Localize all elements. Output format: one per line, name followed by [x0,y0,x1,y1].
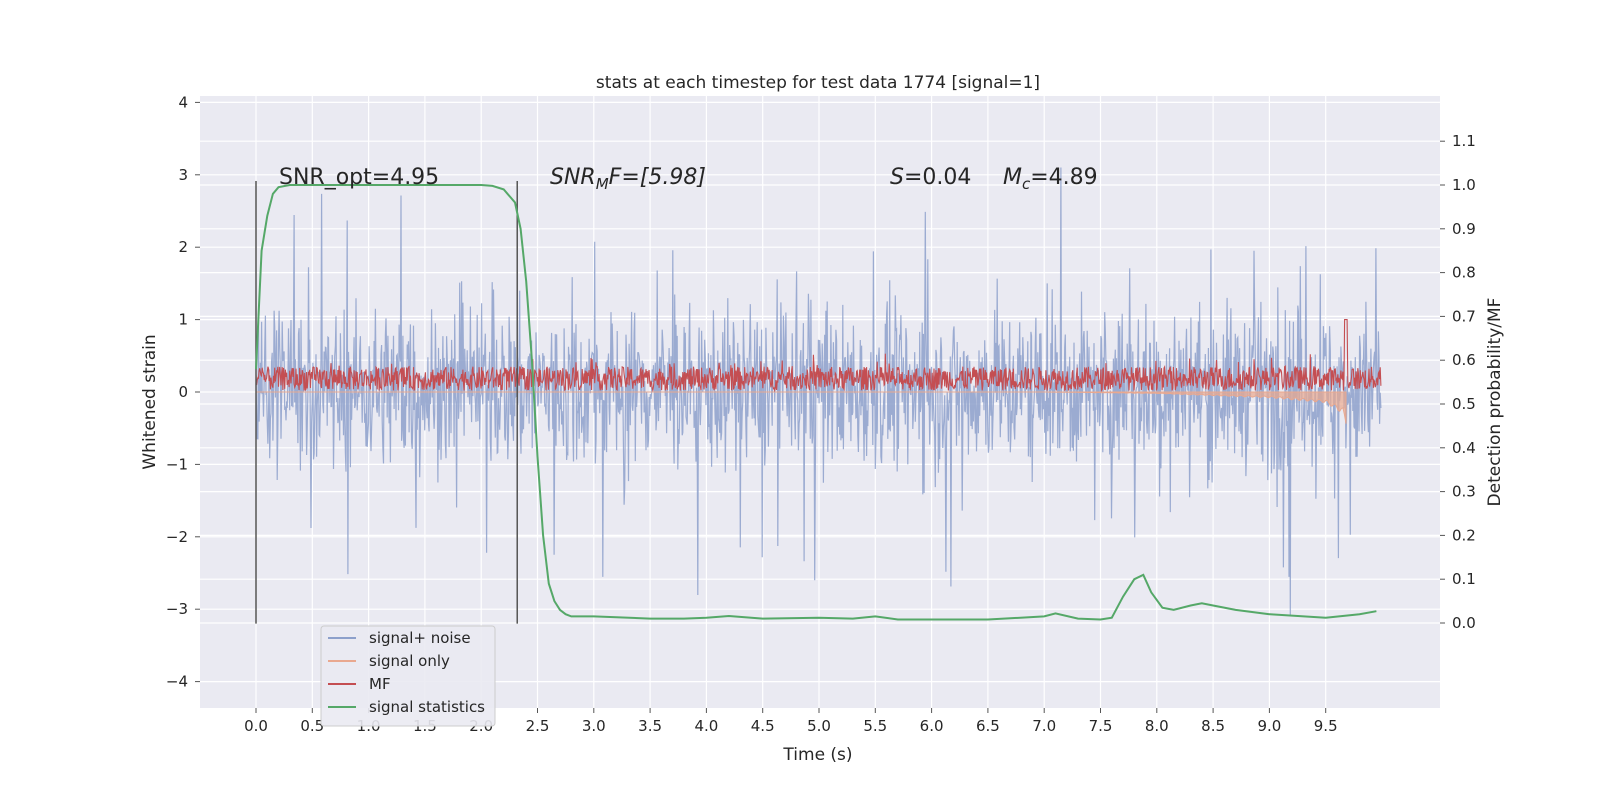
snr-mf-subscript: M [596,175,609,193]
snr-mf-suffix: F=[5.98] [609,165,706,190]
chart-title: stats at each timestep for test data 177… [596,73,1040,93]
mf-series [255,319,1382,393]
y2-tick-label: 0.0 [1452,614,1476,632]
segment-markers [255,181,518,624]
x-tick-label: 2.5 [526,717,550,735]
x-tick-label: 7.5 [1089,717,1113,735]
y2-tick-label: 0.2 [1452,526,1476,544]
y-tick-label: 0 [178,383,188,401]
signal-noise-series [255,167,1382,617]
y2-tick-label: 0.9 [1452,220,1476,238]
y-tick-label: −3 [166,600,188,618]
x-tick-label: 7.0 [1032,717,1056,735]
s-symbol: S [890,165,904,190]
signal-only-series [256,391,1347,424]
y2-axis-label: Detection probability/MF [1485,298,1505,507]
x-tick-label: 5.5 [863,717,887,735]
y-tick-label: 4 [178,93,188,111]
y-tick-label: −2 [166,528,188,546]
y-axis-label: Whitened strain [140,334,160,469]
s-value: =0.04 [904,165,971,190]
signal-statistics-series [255,184,1377,621]
x-tick-label: 0.5 [300,717,324,735]
x-tick-label: 6.5 [976,717,1000,735]
annotation-mc: Mc=4.89 [1003,165,1098,193]
x-axis-label: Time (s) [782,745,852,765]
y2-tick-label: 0.1 [1452,570,1476,588]
x-tick-label: 3.0 [582,717,606,735]
x-tick-label: 8.0 [1145,717,1169,735]
x-tick-label: 9.0 [1257,717,1281,735]
y2-tick-label: 0.8 [1452,264,1476,282]
x-tick-label: 0.0 [244,717,268,735]
x-tick-label: 6.0 [920,717,944,735]
x-tick-label: 4.5 [751,717,775,735]
x-tick-label: 4.0 [694,717,718,735]
mc-symbol: M [1003,165,1022,190]
y-tick-label: 1 [178,311,188,329]
snr-mf-prefix: SNR [550,165,596,190]
y-tick-label: −1 [166,455,188,473]
y2-tick-label: 1.0 [1452,176,1476,194]
legend-box [320,625,496,727]
x-tick-label: 5.0 [807,717,831,735]
y2-tick-label: 0.3 [1452,483,1476,501]
x-tick-label: 3.5 [638,717,662,735]
annotation-snr-mf: SNRMF=[5.98] [550,165,706,193]
y2-tick-label: 0.6 [1452,351,1476,369]
annotation-s: S=0.04 [890,165,971,190]
legend-label-signal-statistics: signal statistics [369,698,485,716]
y2-tick-label: 1.1 [1452,132,1476,150]
x-tick-label: 8.5 [1201,717,1225,735]
legend-label-signal-only: signal only [369,652,450,670]
annotation-snr-opt: SNR_opt=4.95 [279,165,439,190]
mc-value: =4.89 [1030,165,1097,190]
legend: signal+ noise signal only MF signal stat… [320,625,496,727]
y-axis-ticks: 4 3 2 1 0 −1 −2 −3 −4 [166,93,200,691]
y-tick-label: 2 [178,238,188,256]
legend-label-mf: MF [369,675,391,693]
mc-subscript: c [1022,175,1031,193]
y-tick-label: −4 [166,673,188,691]
legend-label-signal-noise: signal+ noise [369,629,471,647]
y2-axis-ticks: 1.1 1.0 0.9 0.8 0.7 0.6 0.5 0.4 0.3 0.2 0.1 0.0 [1440,132,1476,632]
y-tick-label: 3 [178,166,188,184]
x-tick-label: 9.5 [1314,717,1338,735]
y2-tick-label: 0.4 [1452,439,1476,457]
y2-tick-label: 0.7 [1452,307,1476,325]
y2-tick-label: 0.5 [1452,395,1476,413]
